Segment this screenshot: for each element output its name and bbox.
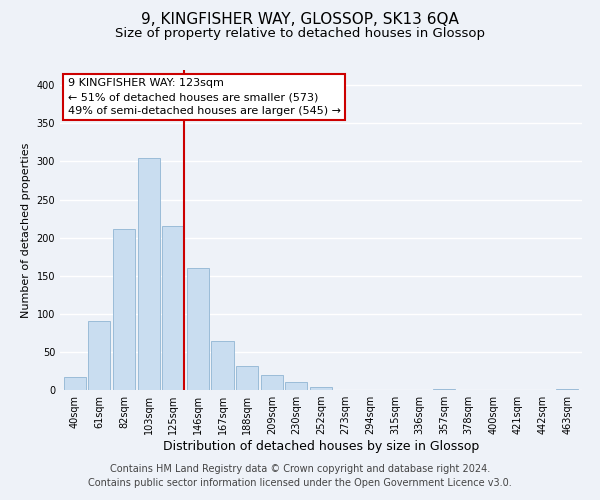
Bar bbox=[285, 382, 307, 390]
X-axis label: Distribution of detached houses by size in Glossop: Distribution of detached houses by size … bbox=[163, 440, 479, 453]
Bar bbox=[556, 389, 578, 390]
Bar bbox=[88, 322, 110, 390]
Bar bbox=[187, 268, 209, 390]
Y-axis label: Number of detached properties: Number of detached properties bbox=[21, 142, 31, 318]
Text: Size of property relative to detached houses in Glossop: Size of property relative to detached ho… bbox=[115, 28, 485, 40]
Bar bbox=[211, 341, 233, 390]
Bar bbox=[236, 366, 258, 390]
Bar bbox=[260, 375, 283, 390]
Bar bbox=[137, 158, 160, 390]
Bar bbox=[64, 377, 86, 390]
Text: Contains HM Land Registry data © Crown copyright and database right 2024.
Contai: Contains HM Land Registry data © Crown c… bbox=[88, 464, 512, 487]
Text: 9, KINGFISHER WAY, GLOSSOP, SK13 6QA: 9, KINGFISHER WAY, GLOSSOP, SK13 6QA bbox=[141, 12, 459, 28]
Bar bbox=[433, 389, 455, 390]
Text: 9 KINGFISHER WAY: 123sqm
← 51% of detached houses are smaller (573)
49% of semi-: 9 KINGFISHER WAY: 123sqm ← 51% of detach… bbox=[68, 78, 341, 116]
Bar bbox=[113, 229, 135, 390]
Bar bbox=[162, 226, 184, 390]
Bar bbox=[310, 387, 332, 390]
